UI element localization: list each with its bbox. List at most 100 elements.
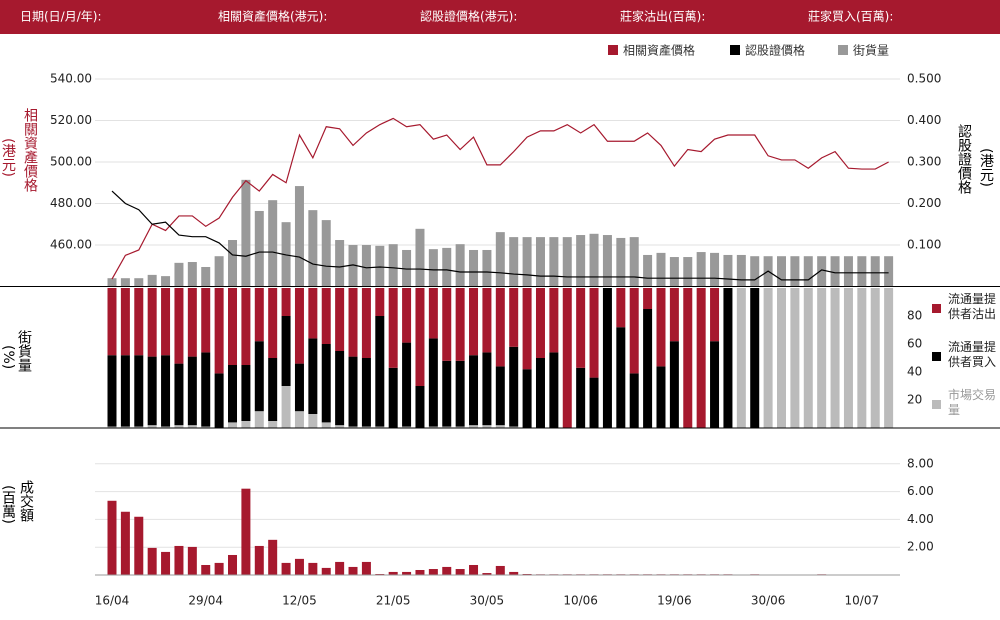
legend-swatch (730, 45, 740, 55)
street-bar (643, 254, 653, 287)
street-bar (830, 256, 840, 287)
street-bar (187, 262, 197, 287)
y2-tick-label: 4.00 (907, 512, 934, 526)
share-bar (777, 288, 786, 428)
street-bar (174, 262, 184, 287)
legend-label: 流通量提供者買入 (948, 340, 997, 369)
share-bar (174, 425, 184, 428)
share-bar (643, 309, 653, 428)
share-bar (535, 358, 545, 428)
price-line (111, 190, 889, 281)
share-bar (268, 358, 278, 421)
legend-swatch (932, 400, 941, 409)
turnover-bar (495, 565, 505, 575)
street-bar (562, 237, 572, 287)
x-tick-label: 12/05 (282, 594, 317, 608)
share-bar (308, 338, 318, 414)
share-bar (120, 426, 130, 428)
share-bar (134, 426, 144, 428)
share-bar (857, 288, 867, 428)
share-bar (161, 355, 171, 427)
share-bar (616, 288, 626, 328)
share-bar (241, 365, 251, 421)
share-bar (107, 426, 117, 428)
street-bar (388, 244, 398, 287)
share-bar (402, 342, 412, 427)
street-bar (120, 278, 130, 287)
share-bar (348, 356, 358, 427)
share-bar (549, 288, 559, 353)
share-bar (803, 288, 813, 428)
share-bar (187, 356, 197, 426)
street-bar (790, 256, 800, 287)
share-bar (375, 426, 385, 428)
street-bar (696, 252, 706, 287)
share-bar (817, 288, 827, 428)
share-bar (321, 288, 331, 344)
street-bar (455, 244, 465, 287)
price-line (111, 117, 889, 280)
street-bar (321, 220, 331, 287)
share-bar (629, 373, 639, 428)
share-bar (107, 288, 117, 356)
street-bar (254, 210, 264, 287)
turnover-bar (228, 554, 238, 575)
y2-tick-label: 6.00 (907, 484, 934, 498)
x-tick-label: 19/06 (657, 594, 692, 608)
street-bar (495, 232, 505, 287)
street-bar (509, 237, 519, 287)
street-bar (777, 256, 786, 287)
share-bar (375, 316, 385, 427)
y-label: 成交額 (18, 480, 34, 522)
turnover-bar (321, 567, 331, 575)
street-bar (629, 237, 639, 287)
share-bar (134, 288, 144, 356)
turnover-bar (147, 547, 157, 575)
street-bar (576, 235, 586, 287)
turnover-bar (187, 546, 197, 575)
share-bar (643, 288, 653, 309)
x-tick-label: 29/04 (188, 594, 223, 608)
share-bar (723, 288, 733, 428)
legend-swatch (608, 45, 618, 55)
street-bar (656, 252, 666, 287)
turnover-bar (442, 566, 452, 575)
header-label: 相關資產價格(港元): (218, 9, 327, 24)
share-bar (683, 288, 693, 428)
share-bar (228, 365, 238, 423)
turnover-bar (415, 569, 425, 575)
share-bar (428, 288, 438, 339)
street-bar (884, 256, 894, 287)
share-bar (482, 288, 492, 353)
share-bar (442, 360, 452, 427)
y-label-unit: (百萬) (0, 485, 16, 524)
turnover-bar (335, 561, 345, 575)
turnover-bar (469, 564, 479, 575)
share-bar (335, 351, 345, 426)
share-bar (656, 288, 666, 367)
street-bar (442, 247, 452, 287)
street-bar (522, 237, 532, 287)
share-bar (201, 288, 211, 353)
street-bar (602, 235, 612, 287)
share-bar (415, 288, 425, 386)
share-bar (495, 425, 505, 428)
y2-tick-label: 0.500 (907, 72, 941, 86)
street-bar (201, 266, 211, 287)
share-bar (321, 422, 331, 428)
header-label: 莊家買入(百萬): (808, 9, 893, 24)
share-bar (495, 366, 505, 426)
share-bar (710, 341, 720, 428)
legend-swatch (932, 352, 941, 361)
street-bar (683, 257, 693, 287)
share-bar (361, 288, 371, 358)
share-bar (294, 288, 304, 364)
street-bar (428, 249, 438, 287)
share-bar (120, 288, 130, 356)
share-bar (147, 425, 157, 428)
share-bar (656, 366, 666, 428)
turnover-bar (161, 551, 171, 575)
turnover-bar (268, 539, 278, 575)
street-bar (857, 256, 867, 287)
